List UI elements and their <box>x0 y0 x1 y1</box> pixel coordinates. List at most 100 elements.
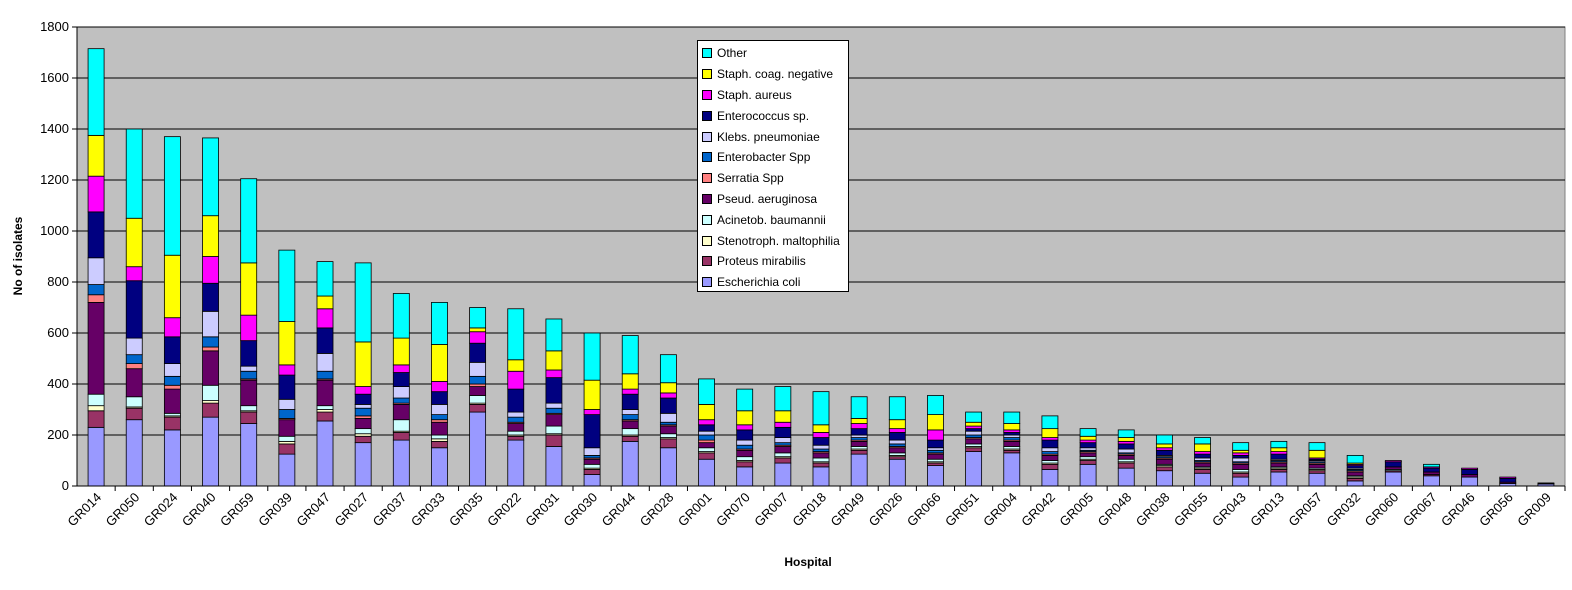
legend-item: Pseud. aeruginosa <box>702 189 848 210</box>
bar-segment <box>812 452 830 459</box>
bar-segment <box>125 128 143 219</box>
bar-segment <box>431 440 448 449</box>
bar-segment <box>545 425 563 435</box>
bar-segment <box>392 364 410 373</box>
bar-segment <box>507 370 525 390</box>
bar-segment <box>583 458 601 465</box>
bar-segment <box>316 379 334 407</box>
bar-segment <box>392 386 410 399</box>
bar-segment <box>698 378 715 405</box>
bar-segment <box>621 335 639 375</box>
bar-segment <box>125 337 143 356</box>
bar-segment <box>659 397 677 414</box>
bar-segment <box>659 382 677 394</box>
bar-segment <box>927 429 944 441</box>
bar-segment <box>583 447 601 456</box>
bar-segment <box>163 388 181 414</box>
bar-segment <box>278 398 296 410</box>
bar-segment <box>1194 443 1211 452</box>
bar-segment <box>698 403 715 421</box>
y-tick-label: 1400 <box>40 121 69 136</box>
bar-segment <box>1499 476 1517 479</box>
bar-segment <box>736 439 754 446</box>
bar-segment <box>698 447 715 452</box>
bar-segment <box>1270 447 1288 452</box>
bar-segment <box>278 419 296 437</box>
bar-segment <box>240 262 258 316</box>
bar-segment <box>87 134 105 177</box>
bar-segment <box>545 318 563 352</box>
bar-segment <box>927 414 944 431</box>
bar-segment <box>659 412 677 423</box>
bar-segment <box>1079 435 1097 441</box>
bar-segment <box>125 419 143 487</box>
y-tick-label: 1200 <box>40 172 69 187</box>
bar-segment <box>621 393 639 410</box>
bar-segment <box>278 435 296 442</box>
bar-segment <box>1079 460 1097 465</box>
bar-segment <box>659 354 677 384</box>
bar-segment <box>507 423 525 432</box>
bar-segment <box>965 451 983 487</box>
legend: Other Staph. coag. negative Staph. aureus E… <box>697 40 849 292</box>
bar-segment <box>698 434 715 441</box>
bar-segment <box>736 388 754 412</box>
bar-segment <box>583 379 601 410</box>
bar-segment <box>621 420 639 430</box>
bar-segment <box>1194 437 1211 445</box>
bar-segment <box>507 416 525 423</box>
bar-segment <box>1003 411 1021 424</box>
bar-segment <box>469 411 487 487</box>
legend-item: Enterobacter Spp <box>702 147 848 168</box>
bar-segment <box>1117 429 1135 438</box>
bar-segment <box>392 432 410 441</box>
y-tick-label: 1000 <box>40 223 69 238</box>
bar-segment <box>240 314 258 342</box>
bar-segment <box>850 396 868 419</box>
bar-segment <box>1308 472 1326 487</box>
bar-segment <box>316 411 334 422</box>
legend-swatch <box>702 193 712 204</box>
bar-segment <box>850 449 868 455</box>
legend-swatch <box>702 110 712 121</box>
bar-segment <box>1194 462 1211 468</box>
bar-segment <box>583 463 601 469</box>
legend-swatch <box>702 69 712 80</box>
bar-segment <box>583 414 601 449</box>
bar-segment <box>125 354 143 364</box>
bar-segment <box>354 403 372 409</box>
bar-segment <box>278 321 296 366</box>
bar-segment <box>507 439 525 487</box>
bar-segment <box>240 423 258 487</box>
bar-segment <box>927 395 944 416</box>
bar-segment <box>888 396 906 421</box>
bar-segment <box>354 341 372 387</box>
bar-segment <box>202 336 219 348</box>
bar-segment <box>1346 480 1364 487</box>
bar-segment <box>469 342 487 363</box>
bar-segment <box>125 363 143 370</box>
bar-segment <box>125 407 143 421</box>
bar-segment <box>1079 452 1097 458</box>
bar-segment <box>278 374 296 400</box>
bar-segment <box>736 424 754 431</box>
bar-segment <box>1117 462 1135 469</box>
bar-segment <box>659 447 677 487</box>
bar-segment <box>850 423 868 430</box>
bar-segment <box>125 368 143 398</box>
bar-segment <box>278 249 296 322</box>
bar-segment <box>850 453 868 487</box>
bar-segment <box>698 442 715 449</box>
bar-segment <box>965 421 983 427</box>
bar-segment <box>1003 440 1021 447</box>
bar-segment <box>1194 469 1211 474</box>
bar-segment <box>583 474 601 487</box>
bar-segment <box>431 344 448 382</box>
y-axis-label: No of isolates <box>11 216 25 295</box>
bar-segment <box>316 308 334 329</box>
bar-segment <box>87 405 105 412</box>
bar-segment <box>1499 477 1517 483</box>
y-tick-label: 1800 <box>40 19 69 34</box>
bar-segment <box>736 410 754 426</box>
bar-segment <box>1461 469 1479 475</box>
